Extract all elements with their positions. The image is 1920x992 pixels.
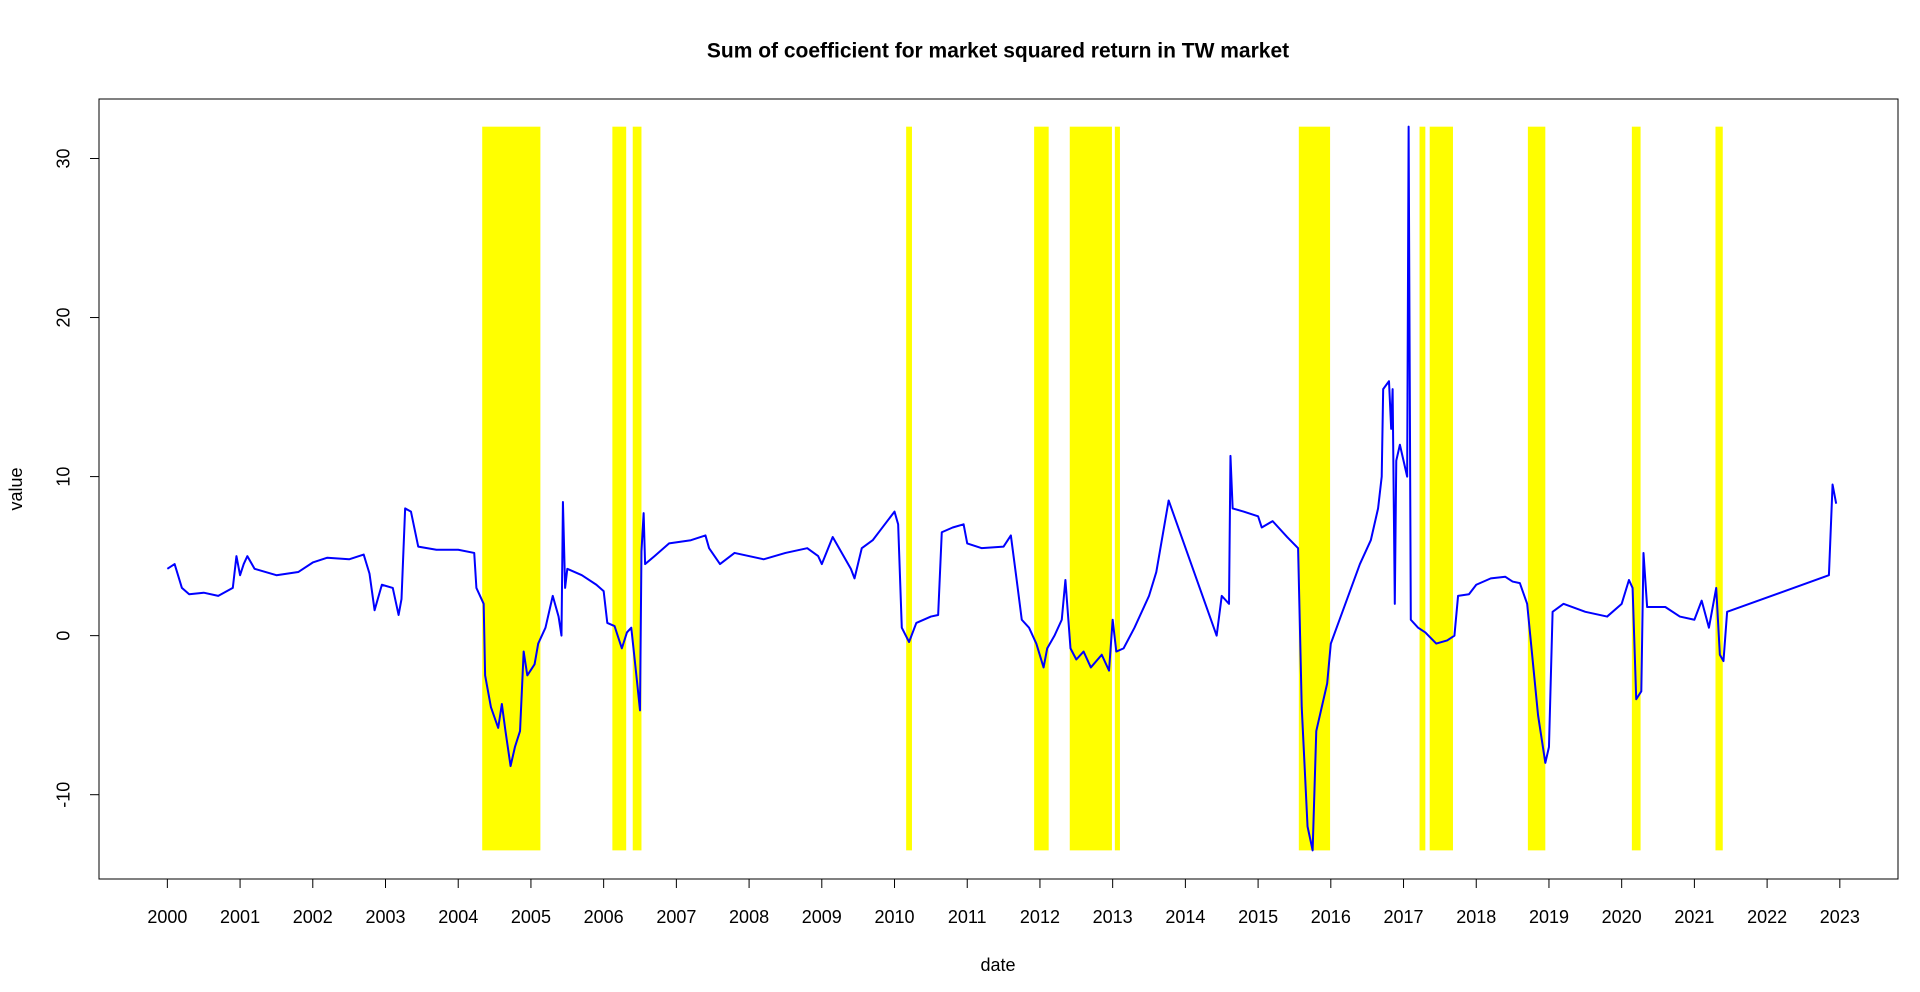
- x-tick-label: 2023: [1820, 907, 1860, 927]
- x-tick-label: 2019: [1529, 907, 1569, 927]
- highlight-band: [632, 126, 642, 851]
- x-tick-label: 2009: [802, 907, 842, 927]
- x-tick-label: 2008: [729, 907, 769, 927]
- plot-frame: [98, 98, 1899, 880]
- y-axis-title: value: [6, 467, 26, 510]
- x-tick-label: 2004: [438, 907, 478, 927]
- x-tick-label: 2005: [511, 907, 551, 927]
- highlight-band: [612, 126, 627, 851]
- x-tick-label: 2021: [1674, 907, 1714, 927]
- highlight-band: [1715, 126, 1723, 851]
- x-tick-label: 2013: [1093, 907, 1133, 927]
- x-tick-label: 2017: [1384, 907, 1424, 927]
- highlight-band: [1631, 126, 1641, 851]
- highlight-band: [1527, 126, 1546, 851]
- highlight-band: [1069, 126, 1112, 851]
- x-tick-label: 2003: [365, 907, 405, 927]
- highlight-band: [1429, 126, 1453, 851]
- highlight-band: [1114, 126, 1120, 851]
- x-tick-label: 2007: [656, 907, 696, 927]
- highlight-band: [906, 126, 912, 851]
- x-tick-label: 2015: [1238, 907, 1278, 927]
- x-tick-label: 2016: [1311, 907, 1351, 927]
- x-tick-label: 2006: [584, 907, 624, 927]
- chart-title: Sum of coefficient for market squared re…: [707, 40, 1289, 63]
- x-tick-label: 2002: [293, 907, 333, 927]
- x-tick-label: 2010: [874, 907, 914, 927]
- highlight-band: [1419, 126, 1426, 851]
- x-tick-label: 2022: [1747, 907, 1787, 927]
- y-tick-label: 10: [54, 467, 74, 487]
- y-tick-label: 0: [54, 631, 74, 641]
- y-tick-label: -10: [54, 782, 74, 808]
- highlight-band: [482, 126, 541, 851]
- highlight-band: [1298, 126, 1331, 851]
- x-tick-label: 2001: [220, 907, 260, 927]
- data-line: [166, 125, 1838, 852]
- x-tick-label: 2000: [147, 907, 187, 927]
- y-tick-label: 30: [54, 148, 74, 168]
- x-tick-label: 2012: [1020, 907, 1060, 927]
- x-tick-label: 2018: [1456, 907, 1496, 927]
- highlight-band: [1034, 126, 1049, 851]
- x-tick-label: 2014: [1165, 907, 1205, 927]
- y-tick-label: 20: [54, 308, 74, 328]
- x-tick-label: 2020: [1602, 907, 1642, 927]
- x-tick-label: 2011: [948, 907, 987, 927]
- x-axis-title: date: [980, 955, 1015, 975]
